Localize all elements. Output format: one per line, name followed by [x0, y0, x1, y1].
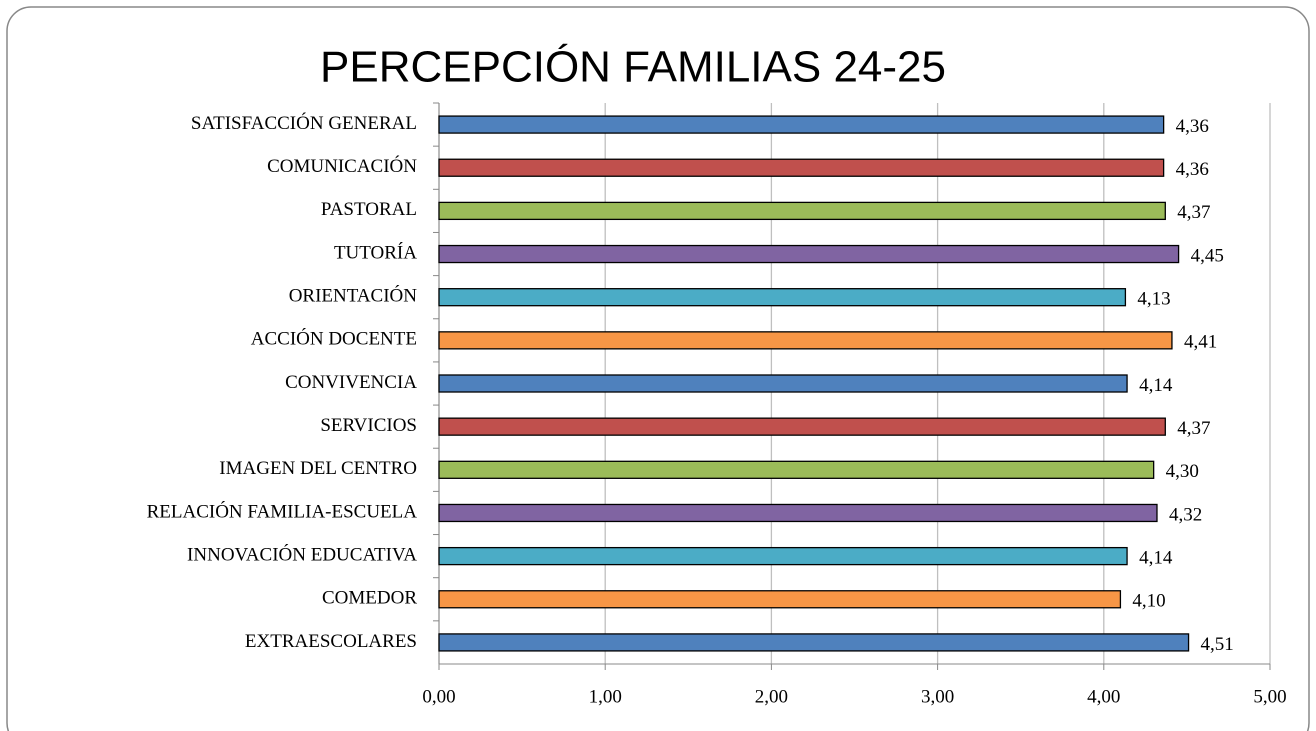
data-label: 4,30: [1166, 461, 1199, 482]
x-tick-label: 4,00: [1087, 686, 1120, 707]
bar: [438, 546, 1128, 566]
data-label: 4,14: [1139, 375, 1173, 396]
data-label: 4,41: [1184, 332, 1217, 353]
y-tick-label: TUTORÍA: [334, 241, 417, 263]
bar: [438, 633, 1190, 652]
x-tick-label: 5,00: [1253, 686, 1286, 707]
y-tick-label: IMAGEN DEL CENTRO: [219, 458, 417, 479]
data-label: 4,37: [1177, 202, 1210, 223]
y-tick-label: SATISFACCIÓN GENERAL: [191, 112, 417, 134]
y-tick-label: EXTRAESCOLARES: [245, 631, 417, 652]
bar: [438, 374, 1128, 393]
bar: [438, 331, 1173, 350]
y-tick-label: COMEDOR: [322, 588, 417, 609]
data-label: 4,37: [1177, 418, 1210, 439]
y-tick-label: CONVIVENCIA: [285, 372, 417, 393]
bar: [438, 158, 1165, 177]
y-tick-label: SERVICIOS: [320, 415, 417, 436]
bar: [438, 460, 1155, 479]
data-label: 4,51: [1201, 634, 1234, 655]
bar: [438, 115, 1165, 134]
data-label: 4,10: [1132, 591, 1165, 612]
y-tick-label: INNOVACIÓN EDUCATIVA: [187, 543, 417, 565]
bar: [438, 244, 1180, 264]
data-label: 4,14: [1139, 547, 1173, 568]
chart-title: PERCEPCIÓN FAMILIAS 24-25: [320, 43, 946, 92]
bar: [438, 503, 1158, 523]
y-tick-label: ACCIÓN DOCENTE: [251, 328, 417, 350]
data-label: 4,45: [1191, 245, 1224, 266]
y-tick-label: ORIENTACIÓN: [289, 285, 418, 307]
y-tick-label: COMUNICACIÓN: [267, 155, 417, 177]
data-label: 4,36: [1176, 159, 1209, 180]
bar: [438, 201, 1166, 221]
data-label: 4,13: [1137, 289, 1170, 310]
x-tick-label: 2,00: [755, 686, 788, 707]
x-tick-label: 0,00: [422, 686, 455, 707]
bar: [438, 417, 1166, 436]
data-label: 4,36: [1176, 116, 1209, 137]
x-tick-label: 1,00: [589, 686, 622, 707]
bar: [438, 590, 1122, 609]
data-label: 4,32: [1169, 504, 1202, 525]
x-tick-label: 3,00: [921, 686, 954, 707]
bar: [438, 288, 1127, 307]
y-tick-label: PASTORAL: [321, 199, 417, 220]
y-tick-label: RELACIÓN FAMILIA-ESCUELA: [147, 500, 418, 522]
